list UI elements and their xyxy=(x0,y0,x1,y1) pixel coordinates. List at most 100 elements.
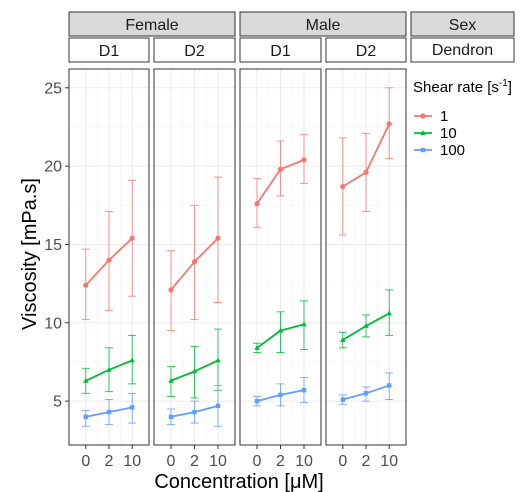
strip-dendron-box xyxy=(325,37,407,63)
series-10 xyxy=(338,289,394,349)
legend-label: 100 xyxy=(440,142,465,159)
strip-dendron-label: D1 xyxy=(270,43,291,60)
dendron-header-label: Dendron xyxy=(432,42,493,59)
data-point xyxy=(215,357,221,363)
data-point xyxy=(168,287,174,293)
facet-strips: Female D1 D2 Male D1 D2 xyxy=(68,11,407,63)
x-tick-label: 10 xyxy=(209,453,227,470)
data-point xyxy=(191,368,198,374)
data-point xyxy=(420,130,426,135)
data-point xyxy=(106,409,112,415)
y-tick-label: 5 xyxy=(53,394,62,411)
strip-dendron-box xyxy=(239,37,322,63)
data-point xyxy=(301,387,307,393)
data-point xyxy=(386,121,392,127)
series-1 xyxy=(253,134,308,228)
data-point xyxy=(83,282,89,288)
y-axis-title: Viscosity [mPa.s] xyxy=(19,178,41,330)
data-point xyxy=(83,414,89,420)
strip-dendron-label: D1 xyxy=(99,43,120,60)
x-tick-label: 2 xyxy=(276,453,285,470)
legend-title: Shear rate [s-1] xyxy=(413,78,512,96)
data-point xyxy=(215,235,221,241)
data-point xyxy=(129,235,135,241)
panel-female-d1 xyxy=(68,68,150,446)
data-point xyxy=(301,157,307,163)
data-point xyxy=(254,201,260,207)
data-point xyxy=(363,169,369,175)
data-point xyxy=(278,392,283,398)
strip-dendron-label: D2 xyxy=(184,43,205,60)
series-100 xyxy=(81,392,137,427)
x-tick-label: 0 xyxy=(167,453,176,470)
legend-item-1: 1 xyxy=(414,108,448,125)
data-point xyxy=(106,366,112,372)
panel-female-d2 xyxy=(153,68,236,446)
data-point xyxy=(191,259,198,265)
data-point xyxy=(129,405,135,410)
x-tick-label: 2 xyxy=(105,453,114,470)
x-axis-title: Concentration [μM] xyxy=(154,471,323,492)
y-tick-label: 20 xyxy=(44,159,62,176)
data-point xyxy=(168,377,174,383)
strip-sex-label: Male xyxy=(306,17,341,34)
x-tick-label: 10 xyxy=(380,453,398,470)
x-tick-label: 0 xyxy=(81,453,90,470)
x-tick-label: 10 xyxy=(295,453,313,470)
data-point xyxy=(254,344,260,350)
sex-header-box xyxy=(410,11,515,37)
y-tick-label: 10 xyxy=(44,315,62,332)
panel-male-d1 xyxy=(239,68,322,446)
x-tick-label: 2 xyxy=(190,453,199,470)
data-point xyxy=(301,321,307,327)
panel-male-d2 xyxy=(325,68,407,446)
y-tick-label: 25 xyxy=(44,80,62,97)
legend-item-10: 10 xyxy=(414,125,457,142)
series-10 xyxy=(81,334,137,394)
data-point xyxy=(386,383,392,388)
strip-sex-label: Female xyxy=(125,17,178,34)
x-tick-label: 10 xyxy=(123,453,141,470)
strip-dendron-box xyxy=(153,37,236,63)
series-1 xyxy=(167,176,222,332)
data-point xyxy=(83,377,89,383)
data-point xyxy=(168,414,174,420)
data-point xyxy=(363,322,369,328)
data-point xyxy=(340,183,346,190)
series-100 xyxy=(338,372,394,405)
sex-header: Sex Dendron xyxy=(410,11,515,63)
data-point xyxy=(386,310,392,316)
x-axis: 0 2 10 0 2 10 0 2 10 0 2 10 xyxy=(81,445,398,470)
series-1 xyxy=(81,179,137,321)
data-point xyxy=(420,147,426,153)
series-1 xyxy=(338,87,394,236)
series-10 xyxy=(253,300,308,353)
x-tick-label: 0 xyxy=(253,453,262,470)
series-100 xyxy=(253,377,308,407)
data-point xyxy=(215,403,221,409)
legend-label: 10 xyxy=(440,125,457,142)
series-10 xyxy=(167,328,222,399)
strip-dendron-label: D2 xyxy=(356,43,377,60)
series-100 xyxy=(167,385,222,427)
data-point xyxy=(340,337,346,343)
data-point xyxy=(129,357,135,363)
data-point xyxy=(106,257,112,263)
data-point xyxy=(340,397,346,402)
data-point xyxy=(277,166,284,172)
data-point xyxy=(420,113,426,119)
dendron-header-box xyxy=(410,37,515,63)
y-axis: 5 10 15 20 25 xyxy=(44,80,69,411)
strip-sex-box xyxy=(239,11,407,37)
legend-label: 1 xyxy=(440,108,448,125)
x-tick-label: 0 xyxy=(338,453,347,470)
x-tick-label: 2 xyxy=(362,453,371,470)
sex-header-label: Sex xyxy=(449,17,477,34)
data-point xyxy=(254,398,260,404)
plot-panels xyxy=(68,68,407,446)
y-tick-label: 15 xyxy=(44,237,62,254)
legend-item-100: 100 xyxy=(414,142,465,159)
data-point xyxy=(363,391,369,396)
